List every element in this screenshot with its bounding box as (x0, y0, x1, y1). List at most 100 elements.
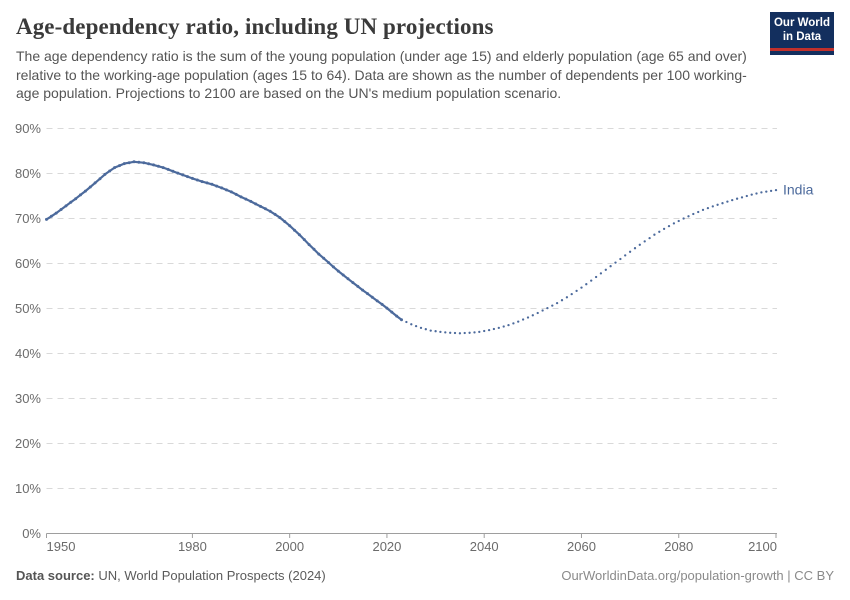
data-point (307, 243, 311, 247)
data-point (195, 178, 199, 182)
data-point (79, 193, 82, 197)
projection-dot (419, 326, 423, 330)
data-point (234, 192, 238, 196)
projection-dot (478, 330, 481, 334)
credit-link[interactable]: OurWorldinData.org/population-growth | C… (561, 568, 834, 583)
projection-dot (555, 301, 559, 305)
projection-dot (697, 210, 700, 214)
data-point (317, 252, 321, 256)
data-point (190, 176, 194, 180)
data-point (122, 162, 126, 166)
data-point (331, 265, 335, 269)
data-point (205, 181, 209, 185)
x-axis-tick-label: 2100 (748, 539, 777, 554)
projection-dot (541, 309, 544, 312)
projection-dot (521, 318, 525, 321)
data-point (98, 177, 102, 181)
chart-subtitle: The age dependency ratio is the sum of t… (16, 48, 747, 101)
projection-dot (560, 299, 564, 302)
projection-dot (502, 325, 505, 328)
data-point (366, 292, 369, 296)
data-point (93, 181, 97, 185)
owid-logo-accent-bar (770, 48, 834, 51)
y-axis-tick-label: 0% (22, 526, 41, 541)
owid-logo[interactable]: Our World in Data (770, 12, 834, 55)
data-point (283, 220, 287, 224)
data-point (210, 182, 214, 186)
projection-dot (701, 208, 705, 212)
y-axis-tick-label: 60% (15, 256, 41, 271)
series-line-projection[interactable] (405, 188, 778, 335)
projection-dot (497, 326, 500, 330)
projection-dot (745, 194, 748, 198)
projection-dot (619, 257, 622, 261)
projection-dot (526, 316, 530, 319)
data-point (127, 161, 131, 165)
data-point (113, 166, 117, 170)
data-point (229, 190, 233, 194)
x-axis-tick-label: 1980 (178, 539, 207, 554)
data-point (224, 188, 228, 192)
projection-dot (731, 198, 734, 202)
projection-dot (444, 331, 447, 334)
y-axis-tick-label: 70% (15, 211, 41, 226)
projection-dot (653, 233, 656, 236)
projection-dot (769, 189, 773, 193)
data-point (293, 228, 296, 232)
data-point (137, 160, 141, 164)
projection-dot (453, 331, 457, 335)
projection-dot (575, 289, 578, 293)
data-point (244, 197, 248, 201)
data-point (171, 169, 175, 173)
data-point (142, 161, 146, 165)
x-axis-tick-label: 2080 (664, 539, 693, 554)
projection-dot (458, 332, 462, 335)
projection-dot (473, 331, 476, 334)
projection-dot (449, 331, 452, 334)
data-point (166, 167, 170, 171)
projection-dot (774, 188, 778, 192)
projection-dot (667, 224, 671, 228)
y-axis-tick-label: 40% (15, 346, 41, 361)
data-point (161, 166, 165, 170)
projection-dot (760, 191, 763, 194)
series-entity-label[interactable]: India (783, 182, 814, 198)
data-point (322, 256, 326, 260)
projection-dot (633, 247, 637, 250)
data-point (83, 189, 87, 193)
data-point (356, 284, 360, 288)
projection-dot (507, 323, 510, 327)
projection-dot (614, 261, 617, 264)
projection-dot (487, 328, 491, 332)
chart-title: Age-dependency ratio, including UN proje… (16, 14, 494, 39)
projection-dot (609, 265, 612, 268)
data-source-text: UN, World Population Prospects (2024) (98, 568, 326, 583)
x-axis-tick-label: 2060 (567, 539, 596, 554)
y-axis-tick-label: 50% (15, 301, 41, 316)
projection-dot (483, 329, 486, 333)
data-point (45, 217, 48, 221)
series-line-observed[interactable] (45, 160, 403, 322)
data-point (297, 233, 301, 237)
projection-dot (716, 203, 719, 206)
data-point (346, 277, 350, 281)
data-point (375, 299, 379, 303)
projection-dot (570, 292, 573, 296)
projection-dot (638, 243, 641, 246)
data-point (239, 195, 243, 199)
chart-footer: Data source: UN, World Population Prospe… (16, 568, 834, 583)
data-point (327, 261, 331, 265)
projection-dot (405, 320, 408, 324)
projection-dot (706, 206, 710, 210)
y-axis-tick-label: 90% (15, 121, 41, 136)
projection-dot (672, 222, 676, 225)
projection-dot (492, 327, 496, 331)
projection-dot (410, 323, 413, 326)
data-point (176, 171, 180, 175)
data-point (268, 209, 272, 213)
projection-dot (643, 240, 646, 243)
projection-dot (463, 331, 466, 335)
data-point (254, 202, 258, 206)
